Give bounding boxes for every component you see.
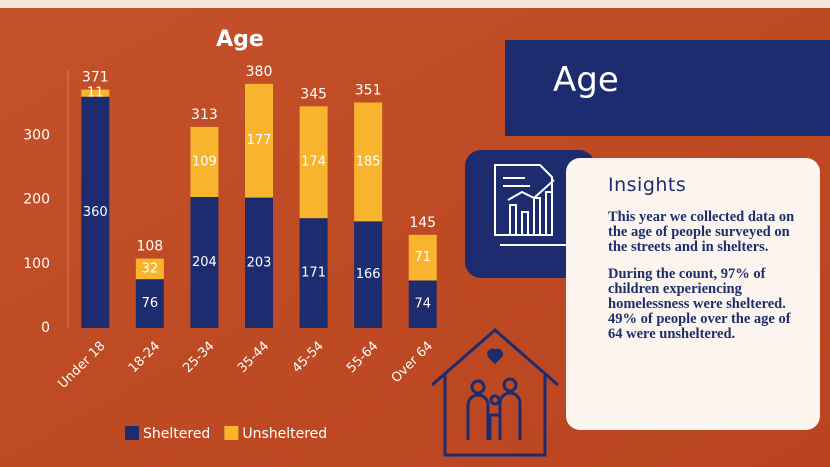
value-label: 11 <box>87 86 104 101</box>
value-label: 360 <box>83 205 108 220</box>
legend-label: Unsheltered <box>242 426 327 442</box>
total-label: 313 <box>191 107 218 123</box>
banner: Age <box>505 40 830 136</box>
value-label: 109 <box>192 154 217 169</box>
legend-label: Sheltered <box>143 426 210 442</box>
total-label: 345 <box>300 86 327 102</box>
value-label: 32 <box>142 261 159 276</box>
value-label: 171 <box>301 266 326 281</box>
y-tick-label: 100 <box>23 256 50 272</box>
value-label: 71 <box>414 250 431 265</box>
legend-swatch <box>224 426 238 440</box>
value-label: 177 <box>247 133 272 148</box>
insights-panel: Insights This year we collected data on … <box>566 158 820 430</box>
banner-title: Age <box>553 60 619 100</box>
value-label: 74 <box>414 297 431 312</box>
y-tick-label: 300 <box>23 127 50 143</box>
value-label: 174 <box>301 155 326 170</box>
value-label: 203 <box>247 255 272 270</box>
top-edge <box>0 0 830 8</box>
insights-heading: Insights <box>608 174 802 196</box>
total-label: 108 <box>136 239 163 255</box>
total-label: 380 <box>246 64 273 80</box>
total-label: 371 <box>82 70 109 86</box>
value-label: 166 <box>356 267 381 282</box>
value-label: 76 <box>142 296 159 311</box>
y-tick-label: 0 <box>41 320 50 336</box>
value-label: 204 <box>192 255 217 270</box>
total-label: 145 <box>409 215 436 231</box>
slide: {"chart_data": {"type": "stacked-bar", "… <box>0 0 830 467</box>
total-label: 351 <box>355 82 382 98</box>
insights-paragraph: During the count, 97% of children experi… <box>608 267 802 342</box>
chart-title: Age <box>216 27 264 52</box>
legend-swatch <box>125 426 139 440</box>
value-label: 185 <box>356 154 381 169</box>
y-tick-label: 200 <box>23 192 50 208</box>
insights-paragraph: This year we collected data on the age o… <box>608 210 802 255</box>
